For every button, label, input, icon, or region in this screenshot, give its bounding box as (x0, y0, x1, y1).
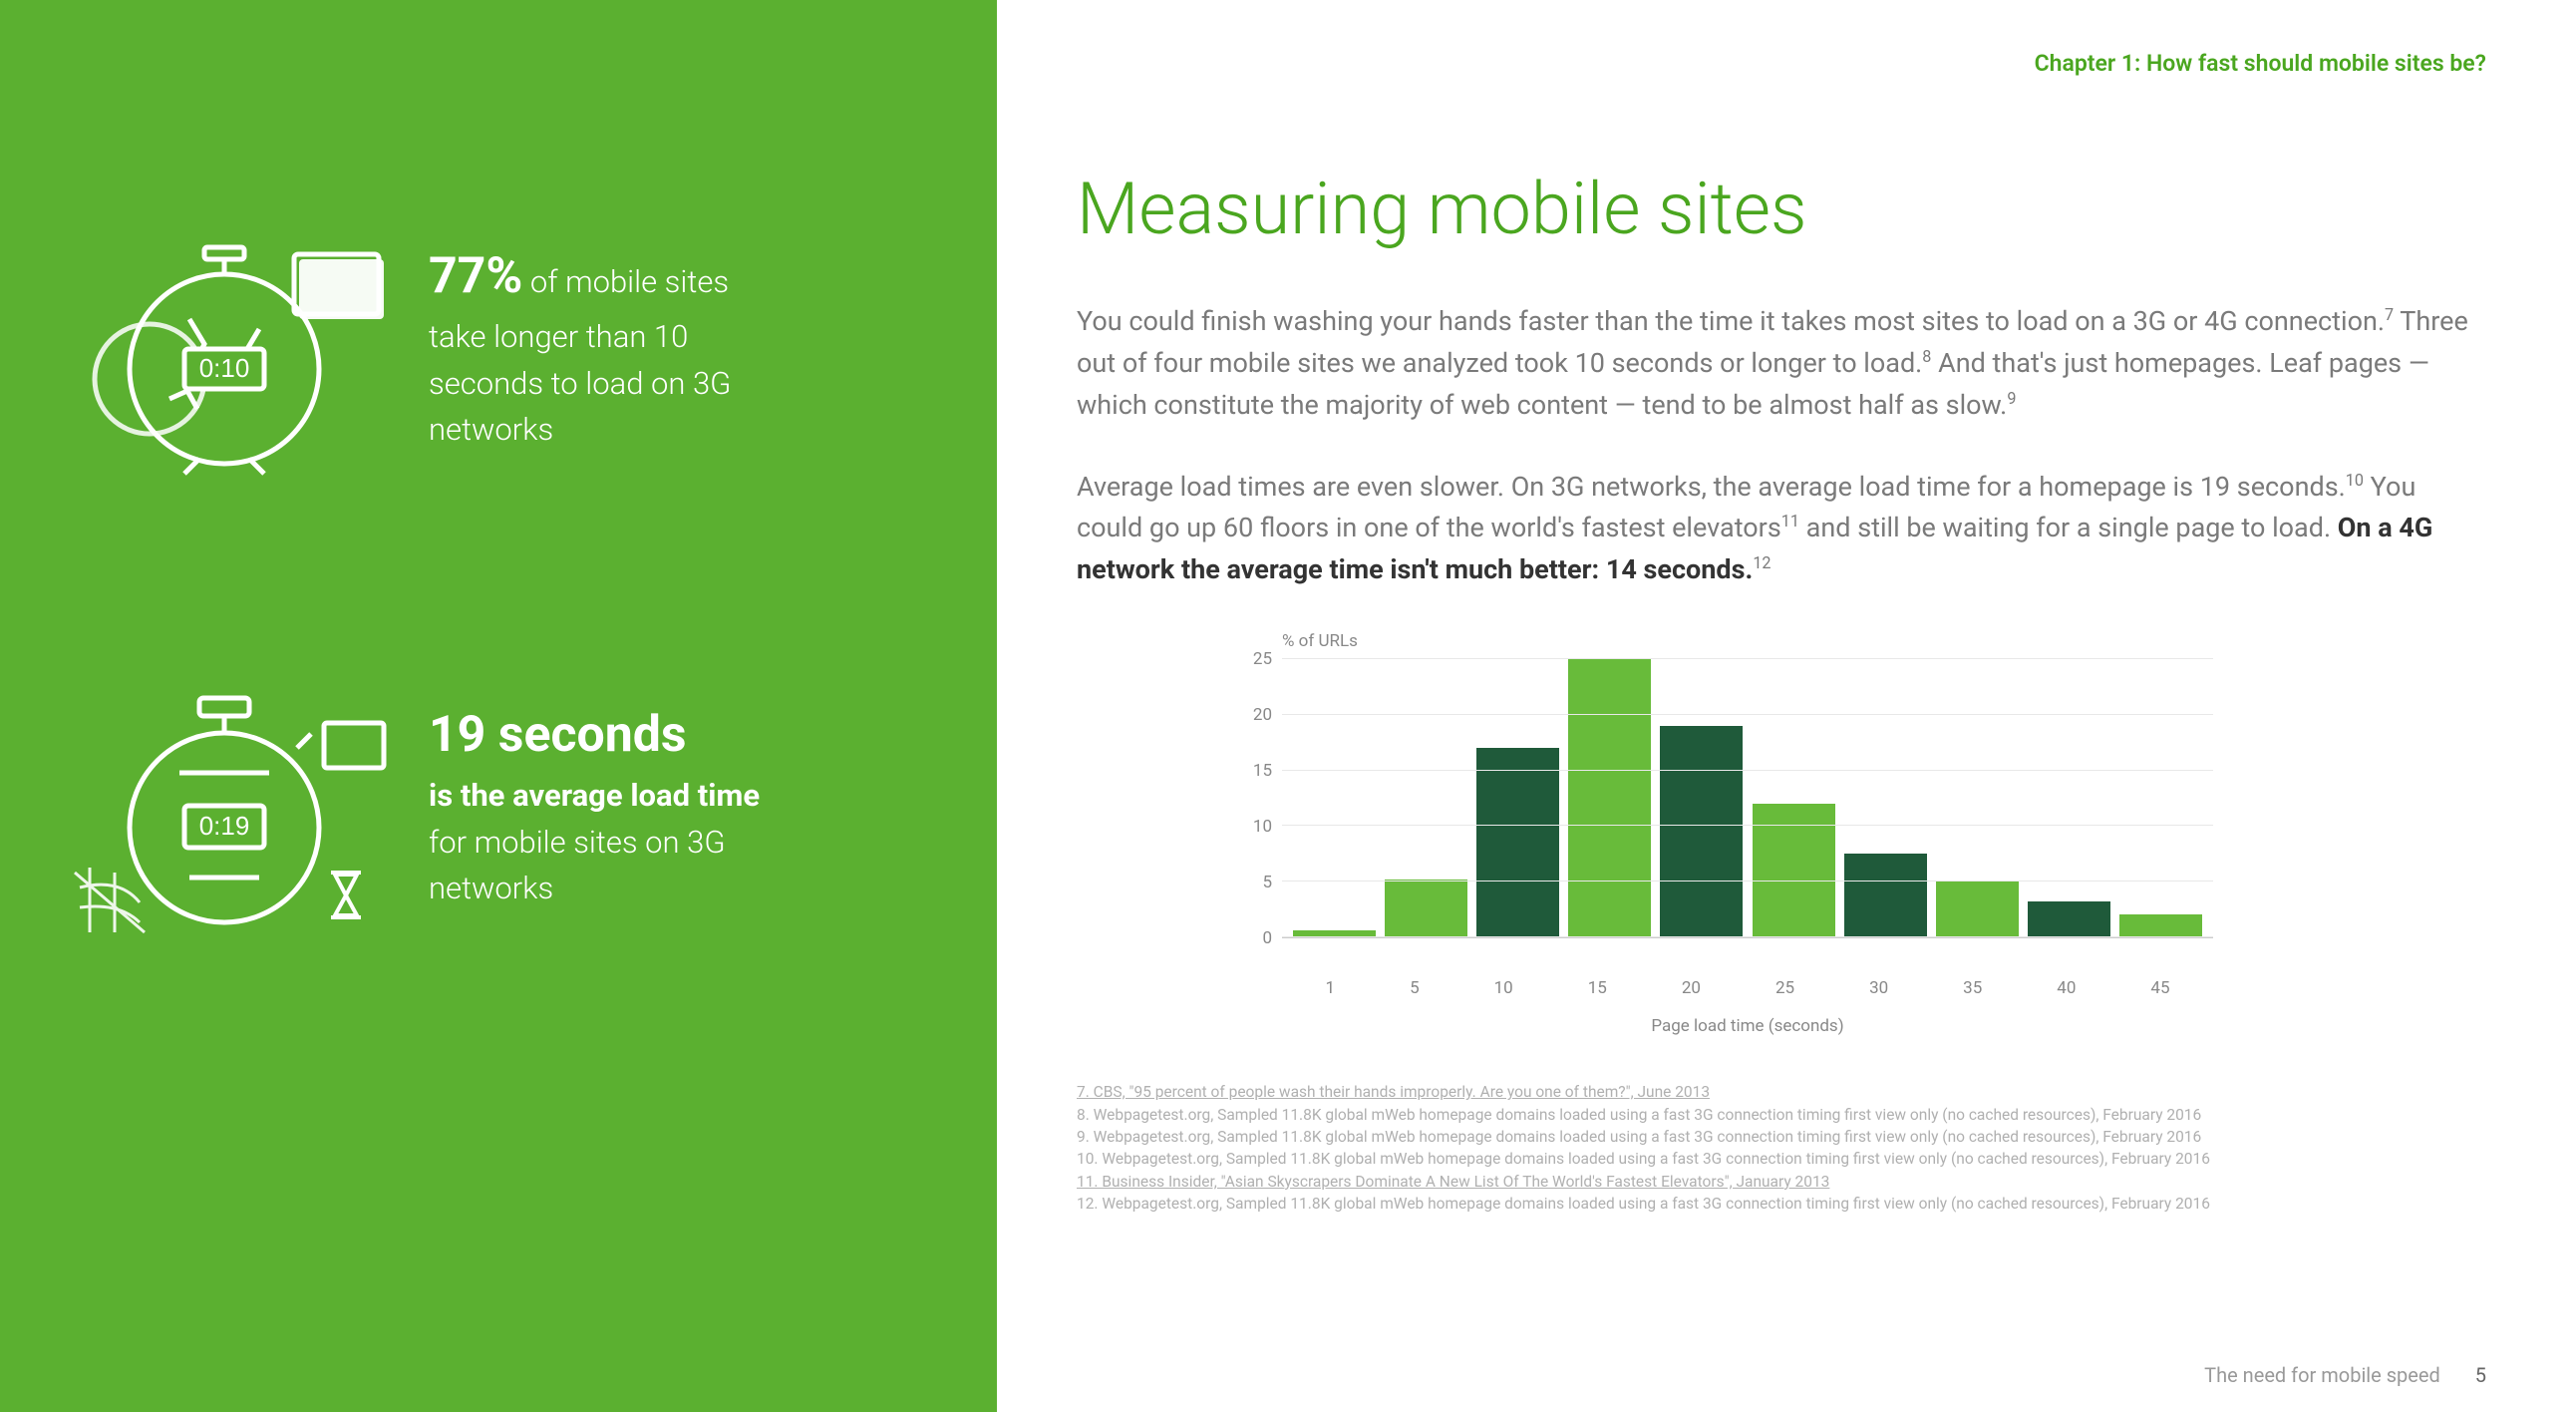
chapter-label: Chapter 1: How fast should mobile sites … (1077, 50, 2486, 77)
chart-bar (1660, 726, 1743, 937)
stat-text-1: 77% of mobile sites take longer than 10 … (429, 219, 731, 454)
footnote-12: 12. Webpagetest.org, Sampled 11.8K globa… (1077, 1193, 2486, 1215)
stat-text-2: 19 seconds is the average load time for … (429, 678, 760, 912)
y-tick-label: 25 (1253, 649, 1272, 669)
stat-block-2: 0:19 19 seconds (70, 678, 927, 937)
right-panel: Chapter 1: How fast should mobile sites … (997, 0, 2576, 1412)
load-time-chart: % of URLs 0510152025 151015202530354045 … (1236, 631, 2213, 1036)
stat-block-1: 0:10 77% of mobile sites take longer tha… (70, 219, 927, 479)
page-number: 5 (2475, 1363, 2486, 1387)
chart-bar (2119, 914, 2202, 937)
footnote-10: 10. Webpagetest.org, Sampled 11.8K globa… (1077, 1148, 2486, 1170)
y-tick-label: 10 (1253, 817, 1272, 837)
chart-x-title: Page load time (seconds) (1282, 1016, 2213, 1036)
paragraph-1: You could finish washing your hands fast… (1077, 301, 2486, 427)
footnote-8: 8. Webpagetest.org, Sampled 11.8K global… (1077, 1104, 2486, 1126)
x-tick-label: 10 (1494, 978, 1513, 998)
y-axis: 0510152025 (1236, 659, 1282, 938)
chart-bar (2028, 901, 2110, 937)
page-title: Measuring mobile sites (1077, 167, 2486, 251)
chart-bar (1844, 854, 1927, 937)
chart-bar (1385, 880, 1467, 937)
paragraph-2: Average load times are even slower. On 3… (1077, 467, 2486, 592)
stopwatch-cobweb-icon: 0:19 (70, 678, 389, 937)
y-tick-label: 0 (1262, 928, 1272, 948)
page-footer: The need for mobile speed 5 (2204, 1363, 2486, 1387)
footer-text: The need for mobile speed (2204, 1363, 2440, 1387)
footnote-7[interactable]: 7. CBS, "95 percent of people wash their… (1077, 1081, 2486, 1103)
left-panel: 0:10 77% of mobile sites take longer tha… (0, 0, 997, 1412)
timer-text-1: 0:10 (199, 353, 250, 383)
chart-bar (1753, 804, 1835, 937)
x-tick-label: 15 (1588, 978, 1607, 998)
x-tick-label: 25 (1775, 978, 1794, 998)
chart-y-title: % of URLs (1282, 631, 2213, 651)
stat-2-big: 19 seconds (429, 706, 687, 764)
chart-plot (1282, 659, 2213, 938)
y-tick-label: 5 (1262, 873, 1272, 892)
stat-1-big: 77% (429, 247, 522, 305)
x-tick-label: 1 (1326, 978, 1336, 998)
chart-bar (1936, 882, 2019, 937)
x-tick-label: 35 (1963, 978, 1982, 998)
broken-clock-icon: 0:10 (70, 219, 389, 479)
x-tick-label: 45 (2150, 978, 2169, 998)
timer-text-2: 0:19 (199, 811, 250, 841)
x-tick-label: 5 (1410, 978, 1420, 998)
x-tick-label: 20 (1682, 978, 1701, 998)
x-tick-label: 30 (1869, 978, 1888, 998)
x-axis-labels: 151015202530354045 (1282, 968, 2213, 998)
y-tick-label: 15 (1253, 761, 1272, 781)
footnotes: 7. CBS, "95 percent of people wash their… (1077, 1081, 2486, 1216)
chart-bar (1568, 659, 1651, 937)
chart-bar (1476, 748, 1559, 937)
footnote-9: 9. Webpagetest.org, Sampled 11.8K global… (1077, 1126, 2486, 1148)
y-tick-label: 20 (1253, 705, 1272, 725)
x-tick-label: 40 (2057, 978, 2076, 998)
footnote-11[interactable]: 11. Business Insider, "Asian Skyscrapers… (1077, 1171, 2486, 1193)
